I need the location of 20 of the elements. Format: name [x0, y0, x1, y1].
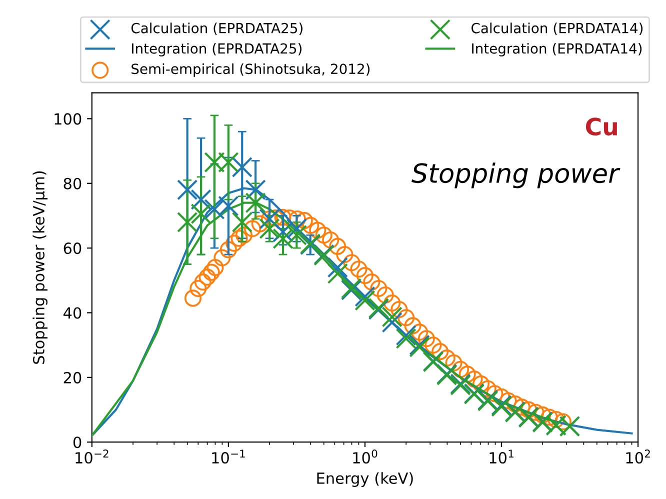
legend-label: Semi-empirical (Shinotsuka, 2012) [132, 63, 370, 77]
legend-label: Calculation (EPRDATA25) [131, 22, 302, 35]
y-tick-label: 80 [64, 178, 82, 190]
x-tick-label: 10$^{0}$ [353, 450, 378, 464]
y-tick-label: 100 [54, 113, 82, 125]
legend-label: Calculation (EPRDATA14) [472, 22, 643, 35]
y-tick-label: 20 [64, 372, 82, 384]
legend-label: Integration (EPRDATA25) [132, 42, 302, 56]
x-tick-label: 10$^{−2}$ [76, 450, 108, 464]
y-tick-label: 0 [73, 436, 82, 448]
y-tick-label: 60 [64, 242, 82, 254]
x-axis-title: Energy (keV) [317, 472, 413, 487]
x-tick-label: 10$^{−1}$ [212, 450, 245, 464]
annotation: Stopping power [412, 162, 620, 188]
x-tick-label: 10$^{1}$ [490, 450, 514, 464]
annotation: Cu [586, 118, 617, 136]
y-tick-label: 40 [63, 307, 82, 319]
legend-label: Integration (EPRDATA14) [472, 42, 642, 56]
y-axis-title: Stopping power (keV/μm) [32, 171, 48, 364]
x-tick-label: 10$^{2}$ [626, 450, 650, 464]
